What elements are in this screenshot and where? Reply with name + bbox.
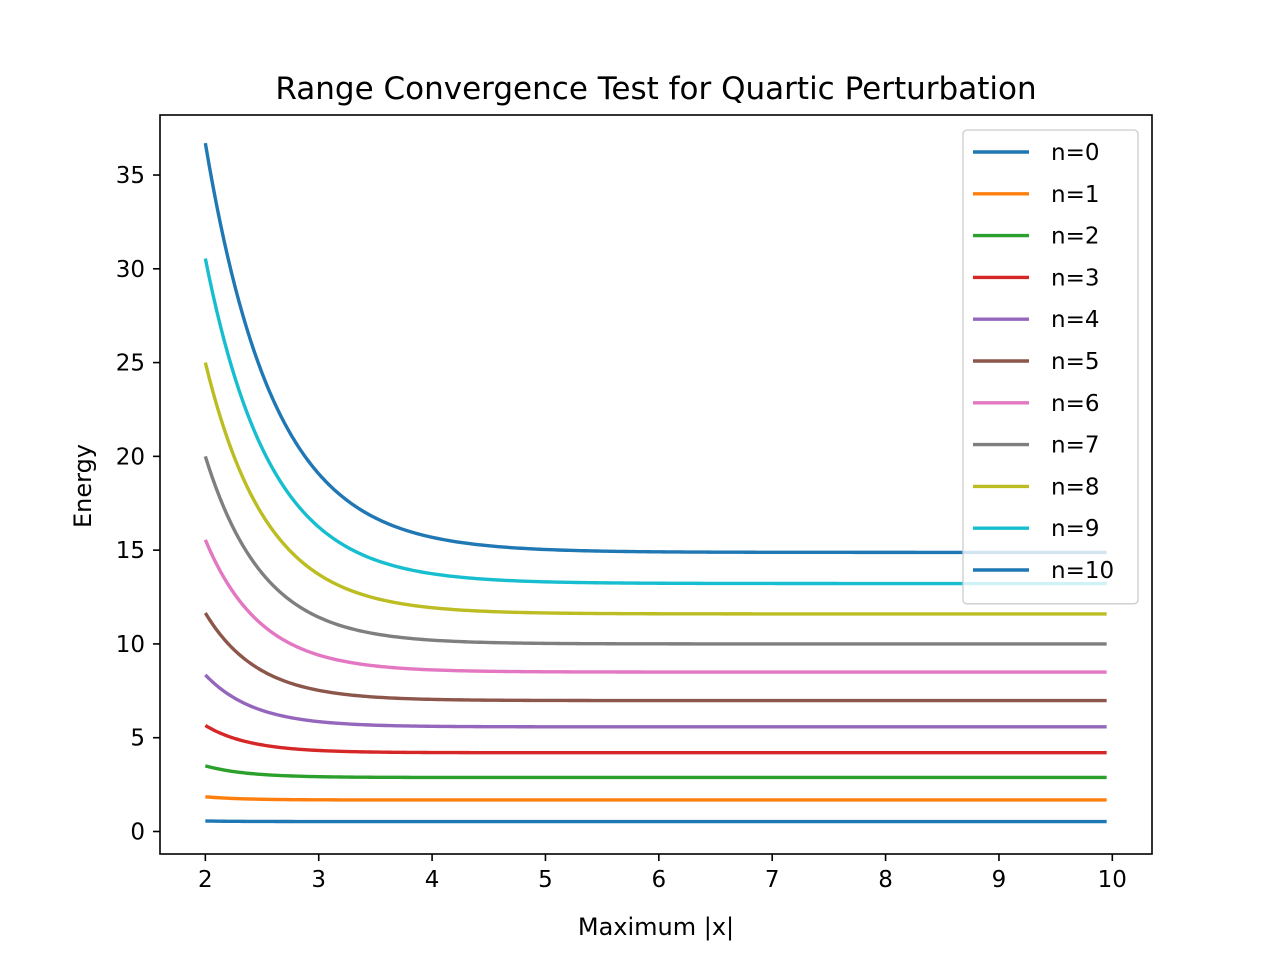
y-tick-label: 35 [116, 163, 145, 189]
y-axis: 0 5 10 15 20 25 30 35 [116, 163, 160, 845]
series-layer [203, 142, 1107, 824]
series-line-2 [204, 764, 1107, 780]
legend-label-6: n=6 [1051, 391, 1099, 417]
x-tick-label: 10 [1098, 867, 1127, 893]
x-tick-label: 7 [765, 867, 780, 893]
y-tick-label: 25 [116, 351, 145, 377]
series-line-7 [203, 455, 1107, 646]
legend-label-3: n=3 [1051, 265, 1099, 291]
x-axis-label: Maximum |x| [578, 913, 734, 941]
plot-frame [159, 114, 1153, 855]
x-tick-label: 4 [425, 867, 440, 893]
x-axis: 2 3 4 5 6 7 8 9 10 [198, 854, 1127, 893]
y-tick-label: 30 [116, 257, 145, 283]
series-line-5 [203, 612, 1107, 703]
x-tick-label: 5 [538, 867, 553, 893]
legend-label-0: n=0 [1051, 140, 1099, 166]
y-tick-label: 10 [116, 632, 145, 658]
legend-label-8: n=8 [1051, 474, 1099, 500]
series-line-3 [204, 724, 1107, 755]
legend-label-5: n=5 [1051, 349, 1099, 375]
series-line-8 [203, 362, 1107, 616]
x-tick-label: 3 [311, 867, 326, 893]
series-line-6 [203, 539, 1107, 674]
legend-label-2: n=2 [1051, 224, 1099, 250]
legend-label-1: n=1 [1051, 182, 1099, 208]
legend-label-9: n=9 [1051, 516, 1099, 542]
y-tick-label: 0 [130, 819, 145, 845]
x-tick-label: 2 [198, 867, 213, 893]
legend-label-7: n=7 [1051, 433, 1099, 459]
series-line-0 [205, 819, 1107, 824]
y-tick-label: 15 [116, 538, 145, 564]
legend-label-10: n=10 [1051, 558, 1114, 584]
legend-label-4: n=4 [1051, 307, 1099, 333]
series-line-4 [204, 673, 1107, 729]
chart-title: Range Convergence Test for Quartic Pertu… [275, 71, 1036, 107]
y-tick-label: 5 [130, 726, 145, 752]
series-line-1 [205, 795, 1107, 802]
y-axis-label: Energy [69, 444, 97, 528]
x-tick-label: 8 [878, 867, 893, 893]
x-tick-label: 9 [992, 867, 1007, 893]
x-tick-label: 6 [652, 867, 667, 893]
legend: n=0 n=1 n=2 n=3 n=4 n=5 n=6 n=7 n=8 n=9 n=10 [962, 129, 1139, 605]
series-line-9 [203, 258, 1107, 586]
y-tick-label: 20 [116, 444, 145, 470]
series-line-10 [203, 142, 1107, 555]
